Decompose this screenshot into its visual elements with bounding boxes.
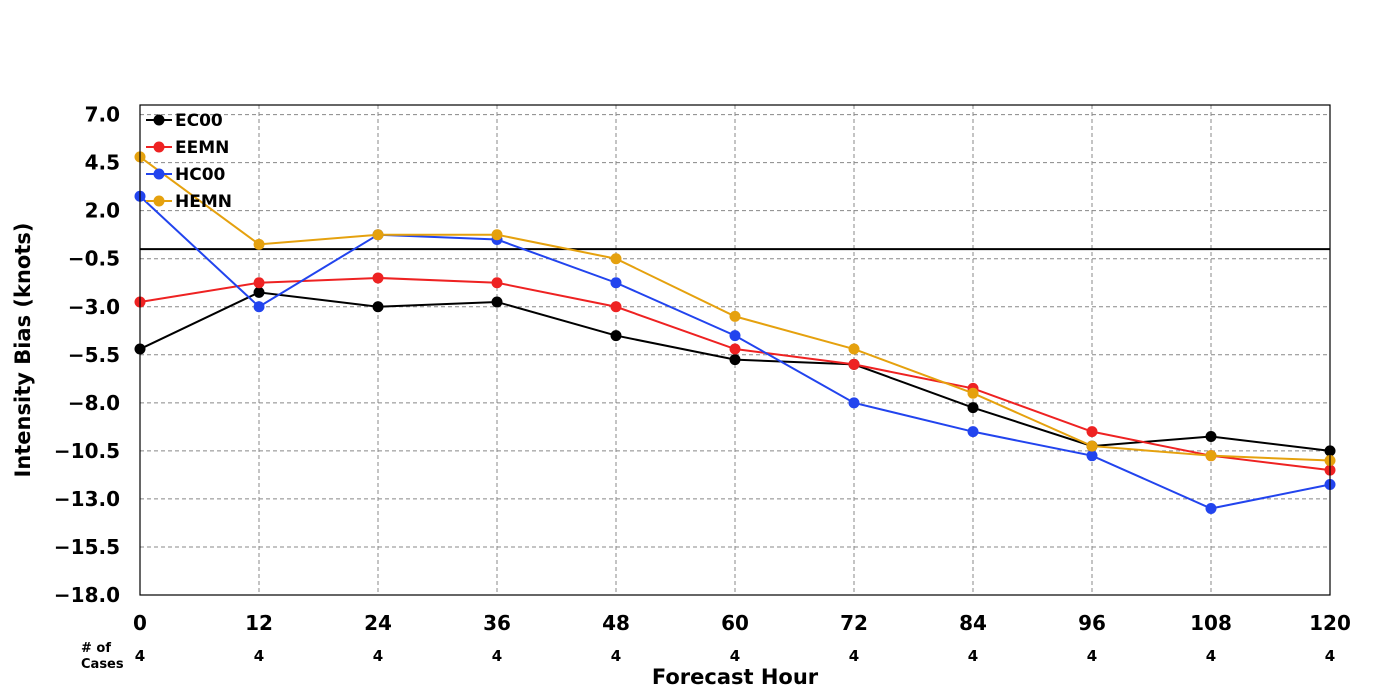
x-tick-label: 72 (840, 611, 868, 635)
legend: EC00 EEMN HC00 HEMN (146, 111, 232, 212)
data-point-hemn (848, 343, 860, 355)
cases-label-line1: # of (81, 641, 111, 656)
y-tick-label: −3.0 (68, 295, 120, 319)
case-count: 4 (1206, 647, 1216, 665)
data-point-hc00 (1205, 503, 1217, 515)
series-lines (134, 151, 1336, 515)
data-point-ec00 (967, 402, 979, 414)
y-tick-label: −5.5 (68, 343, 120, 367)
x-tick-labels: 0 12 24 36 48 60 72 84 96 108 120 (133, 611, 1351, 635)
case-count: 4 (849, 647, 859, 665)
y-tick-label: 4.5 (85, 151, 120, 175)
x-tick-label: 60 (721, 611, 749, 635)
data-point-hc00 (610, 277, 622, 289)
legend-label: EC00 (175, 111, 223, 131)
series-eemn (134, 272, 1336, 476)
case-count: 4 (492, 647, 502, 665)
data-point-hemn (729, 310, 741, 322)
legend-marker (153, 168, 165, 180)
legend-item-hc00: HC00 (146, 165, 226, 185)
data-point-eemn (372, 272, 384, 284)
x-tick-label: 48 (602, 611, 630, 635)
data-point-hemn (253, 238, 265, 250)
y-tick-labels: 7.0 4.5 2.0 −0.5 −3.0 −5.5 −8.0 −10.5 −13.0 −15.5… (54, 103, 120, 607)
y-tick-label: 2.0 (85, 199, 120, 223)
data-point-ec00 (610, 330, 622, 342)
y-axis-title: Intensity Bias (knots) (11, 223, 35, 478)
legend-item-eemn: EEMN (146, 138, 229, 158)
data-point-hemn (372, 229, 384, 241)
x-tick-label: 84 (959, 611, 987, 635)
legend-marker (153, 195, 165, 207)
data-point-ec00 (372, 301, 384, 313)
case-count: 4 (968, 647, 978, 665)
plot-frame (139, 104, 1331, 596)
data-point-hc00 (729, 330, 741, 342)
data-point-hc00 (848, 397, 860, 409)
data-point-hc00 (967, 426, 979, 438)
data-point-hc00 (253, 301, 265, 313)
data-point-hemn (491, 229, 503, 241)
legend-label: EEMN (175, 138, 229, 158)
x-tick-label: 120 (1309, 611, 1351, 635)
legend-item-hemn: HEMN (146, 192, 232, 212)
case-count: 4 (135, 647, 145, 665)
data-point-eemn (1086, 426, 1098, 438)
data-point-hc00 (1086, 450, 1098, 462)
data-point-eemn (253, 277, 265, 289)
y-tick-label: −8.0 (68, 391, 120, 415)
y-tick-label: −18.0 (54, 583, 120, 607)
legend-label: HEMN (175, 192, 232, 212)
cases-label-line2: Cases (81, 657, 124, 672)
legend-label: HC00 (175, 165, 226, 185)
y-tick-label: −15.5 (54, 535, 120, 559)
x-tick-label: 108 (1190, 611, 1232, 635)
x-tick-label: 96 (1078, 611, 1106, 635)
series-hemn (134, 151, 1336, 466)
legend-marker (153, 114, 165, 126)
data-point-hemn (1086, 440, 1098, 452)
x-tick-label: 0 (133, 611, 147, 635)
x-tick-label: 24 (364, 611, 392, 635)
data-point-eemn (610, 301, 622, 313)
x-tick-label: 12 (245, 611, 273, 635)
x-tick-label: 36 (483, 611, 511, 635)
data-point-ec00 (729, 354, 741, 366)
y-tick-label: 7.0 (85, 103, 120, 127)
y-tick-label: −13.0 (54, 487, 120, 511)
data-point-hemn (610, 253, 622, 265)
cases-row: # of Cases 4 4 4 4 4 4 4 4 4 4 4 (81, 641, 1335, 672)
data-point-ec00 (253, 286, 265, 298)
case-count: 4 (373, 647, 383, 665)
x-axis-title: Forecast Hour (652, 665, 819, 689)
data-point-ec00 (1205, 430, 1217, 442)
data-point-eemn (491, 277, 503, 289)
legend-marker (153, 141, 165, 153)
data-point-hemn (1205, 450, 1217, 462)
case-count: 4 (254, 647, 264, 665)
y-tick-label: −10.5 (54, 439, 120, 463)
case-count: 4 (611, 647, 621, 665)
data-point-eemn (729, 343, 741, 355)
data-point-eemn (848, 358, 860, 370)
case-count: 4 (1325, 647, 1335, 665)
case-count: 4 (1087, 647, 1097, 665)
y-tick-label: −0.5 (68, 247, 120, 271)
data-point-hemn (967, 387, 979, 399)
data-point-ec00 (491, 296, 503, 308)
case-count: 4 (730, 647, 740, 665)
legend-item-ec00: EC00 (146, 111, 223, 131)
